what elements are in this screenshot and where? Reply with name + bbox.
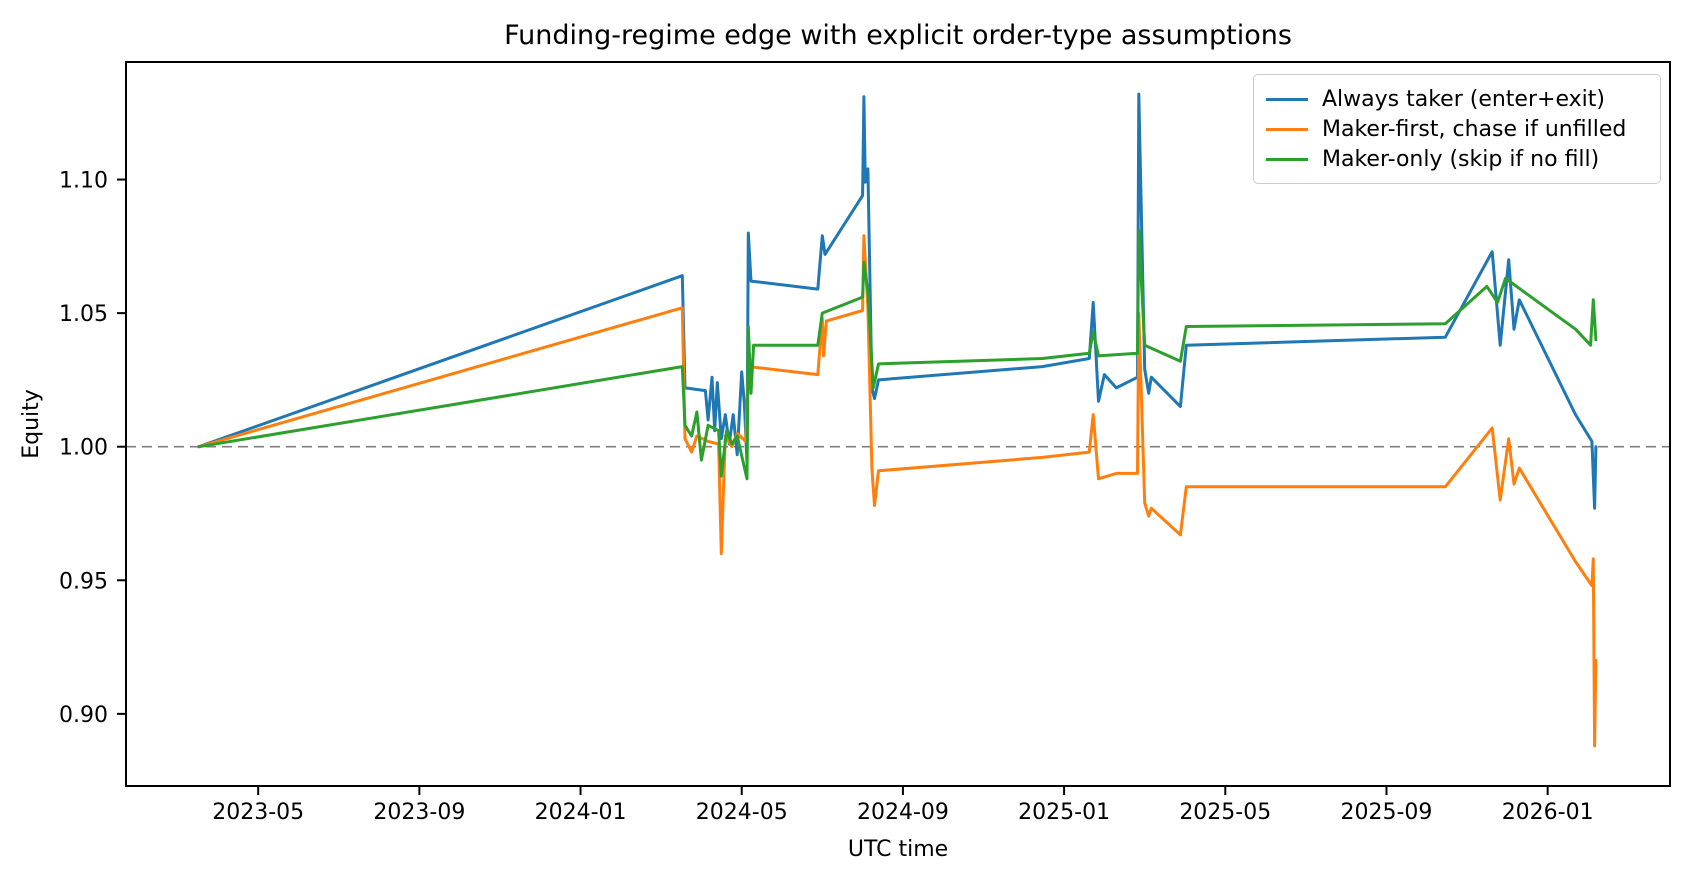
plot-frame [125,61,1671,787]
y-tick-label: 1.05 [59,302,108,327]
y-tick-label: 0.95 [59,569,108,594]
x-tick-label: 2023-05 [212,800,304,825]
legend-line-sample [1266,127,1308,131]
x-tick-label: 2025-05 [1179,800,1271,825]
legend: Always taker (enter+exit) Maker-first, ch… [1253,74,1661,184]
legend-entry-label: Maker-only (skip if no fill) [1322,146,1600,172]
y-tick-label: 1.10 [59,169,108,194]
y-tick-label: 1.00 [59,436,108,461]
x-tick-label: 2024-09 [857,800,949,825]
series-line-1 [197,234,1598,748]
axes-layer: 2023-05 2023-09 2024-01 2024-05 2024-09 2025-… [59,61,1671,825]
y-tick-label: 0.90 [59,703,108,728]
x-tick-label: 2025-09 [1341,800,1433,825]
legend-line-sample [1266,157,1308,161]
x-axis-label: UTC time [848,837,948,862]
x-tick-label: 2025-01 [1018,800,1110,825]
legend-line-sample [1266,97,1308,101]
x-tick-label: 2024-01 [535,800,627,825]
series-layer [197,92,1598,748]
series-line-2 [197,228,1598,481]
legend-entry-label: Maker-first, chase if unfilled [1322,116,1627,142]
legend-entry-2: Maker-only (skip if no fill) [1266,144,1648,174]
legend-entry-0: Always taker (enter+exit) [1266,84,1648,114]
y-axis-label: Equity [19,389,44,459]
legend-entry-1: Maker-first, chase if unfilled [1266,114,1648,144]
legend-entry-label: Always taker (enter+exit) [1322,86,1605,112]
x-tick-label: 2024-05 [696,800,788,825]
x-tick-label: 2026-01 [1502,800,1594,825]
chart-title: Funding-regime edge with explicit order-… [504,20,1292,51]
x-tick-label: 2023-09 [373,800,465,825]
